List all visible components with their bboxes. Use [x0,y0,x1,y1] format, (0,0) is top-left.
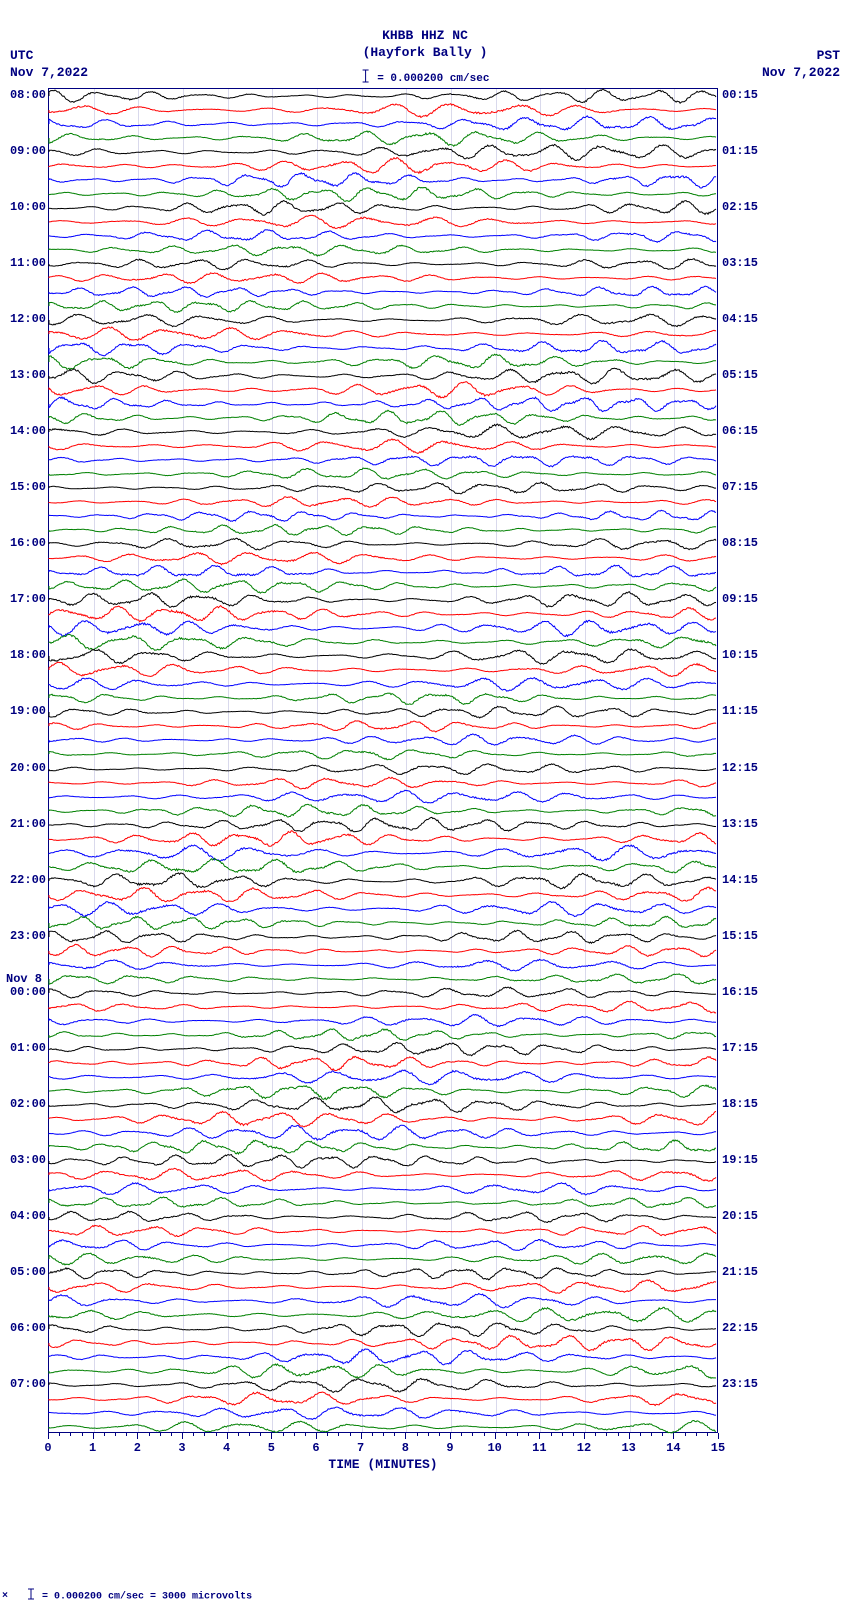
scale-bar-icon [26,1587,36,1605]
x-tick-label: 2 [134,1441,141,1455]
x-tick-label: 8 [402,1441,409,1455]
utc-hour-label: 23:00 [0,929,46,943]
pst-hour-label: 01:15 [722,144,782,158]
utc-hour-label: 19:00 [0,704,46,718]
footer-text: = 0.000200 cm/sec = 3000 microvolts [42,1592,252,1603]
x-tick-label: 4 [223,1441,230,1455]
pst-hour-label: 16:15 [722,985,782,999]
seismogram-plot [48,88,718,1433]
x-tick-label: 7 [357,1441,364,1455]
x-tick-label: 14 [666,1441,680,1455]
pst-hour-label: 09:15 [722,592,782,606]
pst-hour-label: 15:15 [722,929,782,943]
station-code: KHBB HHZ NC [0,28,850,45]
day-break-label: Nov 8 [6,972,42,986]
pst-hour-label: 18:15 [722,1097,782,1111]
tz-left: UTC [10,48,88,65]
svg-text:×: × [2,1591,8,1601]
pst-hour-label: 06:15 [722,424,782,438]
pst-hour-label: 00:15 [722,88,782,102]
scale-bar-icon: × [2,1587,16,1605]
utc-hour-label: 09:00 [0,144,46,158]
x-tick-label: 15 [711,1441,725,1455]
pst-hour-label: 05:15 [722,368,782,382]
x-tick-label: 3 [178,1441,185,1455]
scale-text: = 0.000200 cm/sec [377,73,489,85]
station-location: (Hayfork Bally ) [0,45,850,62]
utc-hour-label: 16:00 [0,536,46,550]
x-axis: TIME (MINUTES) 0123456789101112131415 [48,1433,718,1473]
pst-hour-label: 21:15 [722,1265,782,1279]
scale-bar-icon [361,68,371,88]
utc-hour-label: 00:00 [0,985,46,999]
date-right: Nov 7,2022 [762,65,840,82]
x-tick-label: 6 [312,1441,319,1455]
chart-title: KHBB HHZ NC (Hayfork Bally ) [0,28,850,62]
x-tick-label: 12 [577,1441,591,1455]
pst-hour-label: 22:15 [722,1321,782,1335]
header-left: UTC Nov 7,2022 [10,48,88,82]
utc-hour-label: 21:00 [0,817,46,831]
scale-note: = 0.000200 cm/sec [361,68,490,88]
footer-scale: × = 0.000200 cm/sec = 3000 microvolts [2,1587,252,1605]
pst-hour-label: 07:15 [722,480,782,494]
pst-hour-label: 11:15 [722,704,782,718]
x-tick-label: 11 [532,1441,546,1455]
utc-hour-label: 14:00 [0,424,46,438]
x-tick-label: 9 [446,1441,453,1455]
pst-hour-label: 02:15 [722,200,782,214]
pst-hour-label: 17:15 [722,1041,782,1055]
header-right: PST Nov 7,2022 [762,48,840,82]
utc-hour-label: 04:00 [0,1209,46,1223]
x-tick-label: 0 [44,1441,51,1455]
utc-hour-label: 06:00 [0,1321,46,1335]
utc-hour-label: 20:00 [0,761,46,775]
utc-hour-label: 18:00 [0,648,46,662]
utc-hour-label: 22:00 [0,873,46,887]
pst-hour-label: 13:15 [722,817,782,831]
utc-hour-label: 08:00 [0,88,46,102]
pst-hour-label: 23:15 [722,1377,782,1391]
x-tick-label: 5 [268,1441,275,1455]
pst-hour-label: 19:15 [722,1153,782,1167]
utc-hour-label: 11:00 [0,256,46,270]
utc-hour-label: 17:00 [0,592,46,606]
pst-hour-label: 12:15 [722,761,782,775]
x-tick-label: 13 [621,1441,635,1455]
x-tick-label: 10 [487,1441,501,1455]
utc-hour-label: 01:00 [0,1041,46,1055]
utc-hour-label: 12:00 [0,312,46,326]
pst-hour-label: 08:15 [722,536,782,550]
utc-hour-label: 13:00 [0,368,46,382]
x-axis-label: TIME (MINUTES) [48,1457,718,1472]
utc-hour-label: 02:00 [0,1097,46,1111]
pst-hour-label: 03:15 [722,256,782,270]
utc-hour-label: 15:00 [0,480,46,494]
utc-hour-label: 07:00 [0,1377,46,1391]
utc-hour-label: 10:00 [0,200,46,214]
date-left: Nov 7,2022 [10,65,88,82]
pst-hour-label: 10:15 [722,648,782,662]
utc-hour-label: 05:00 [0,1265,46,1279]
utc-hour-label: 03:00 [0,1153,46,1167]
pst-hour-label: 14:15 [722,873,782,887]
pst-hour-label: 04:15 [722,312,782,326]
x-tick-label: 1 [89,1441,96,1455]
tz-right: PST [762,48,840,65]
pst-hour-label: 20:15 [722,1209,782,1223]
